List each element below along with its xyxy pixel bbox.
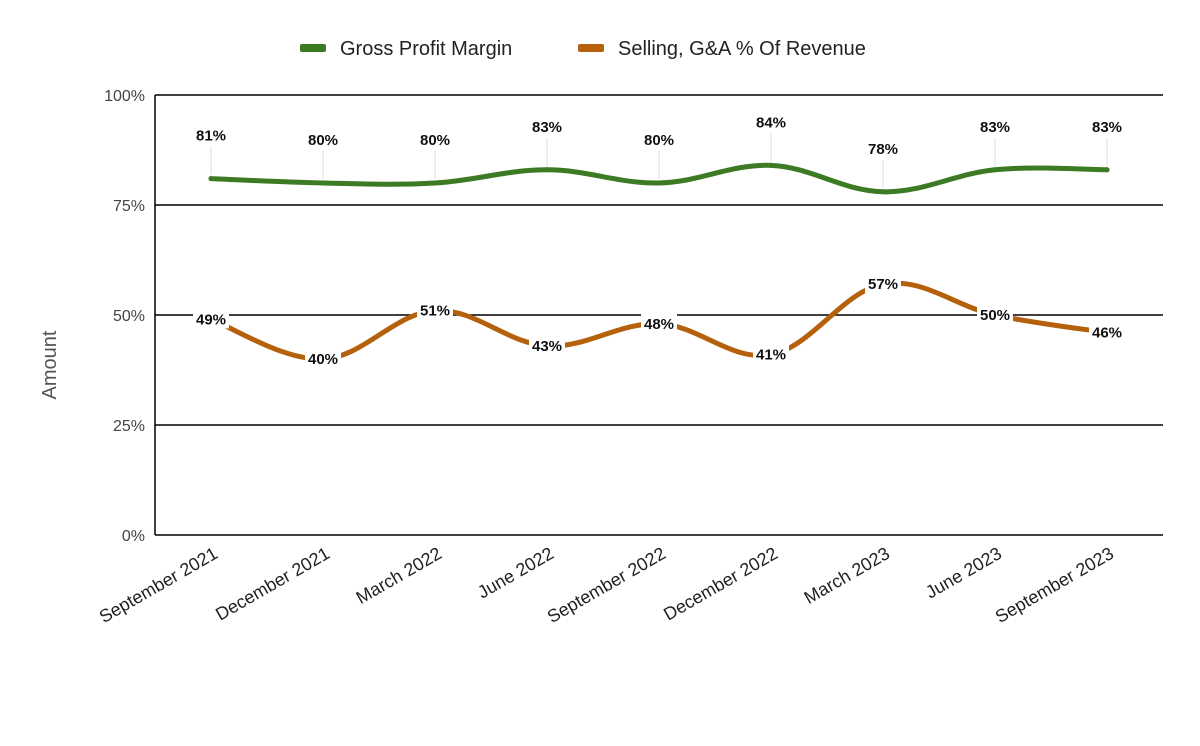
legend: Gross Profit Margin Selling, G&A % Of Rev… — [300, 38, 866, 60]
legend-swatch — [300, 44, 326, 52]
y-axis-ticks: 0% 25% 50% 75% 100% — [104, 88, 145, 545]
data-label: 40% — [308, 351, 338, 368]
data-label: 83% — [980, 119, 1010, 136]
data-point — [880, 189, 886, 195]
x-tick-label: September 2023 — [992, 543, 1117, 627]
data-label: 78% — [868, 141, 898, 158]
data-label: 46% — [1092, 325, 1122, 342]
y-axis-title: Amount — [39, 330, 61, 399]
legend-swatch — [578, 44, 604, 52]
data-labels: 81% 80% 80% 83% 80% 84% 78% 83% 83% 49% 40% 51% 43% 4… — [193, 114, 1125, 368]
data-point — [320, 180, 326, 186]
data-label: 81% — [196, 128, 226, 145]
data-label: 80% — [308, 132, 338, 149]
data-label-bg — [753, 344, 789, 364]
x-tick-label: December 2021 — [212, 543, 333, 624]
x-tick-label: September 2022 — [544, 543, 669, 627]
y-tick-label: 75% — [113, 198, 145, 215]
y-tick-label: 0% — [122, 528, 145, 545]
x-tick-label: March 2023 — [801, 543, 893, 608]
data-point — [768, 162, 774, 168]
data-label-bg — [1089, 322, 1125, 342]
data-label-leaders — [210, 133, 1108, 188]
data-label: 50% — [980, 307, 1010, 324]
legend-label: Gross Profit Margin — [340, 38, 512, 60]
data-label: 57% — [868, 276, 898, 293]
data-point — [432, 180, 438, 186]
x-tick-label: June 2023 — [922, 543, 1005, 602]
data-label: 43% — [532, 338, 562, 355]
legend-label: Selling, G&A % Of Revenue — [618, 38, 866, 60]
data-point — [208, 176, 214, 182]
data-label-bg — [305, 349, 341, 368]
data-label: 80% — [644, 132, 674, 149]
x-tick-label: September 2021 — [96, 543, 221, 627]
data-label-bg — [641, 313, 677, 333]
data-label-bg — [977, 305, 1013, 324]
data-point — [1104, 167, 1110, 173]
data-label: 48% — [644, 316, 674, 333]
data-label: 49% — [196, 311, 226, 328]
data-label: 83% — [1092, 119, 1122, 136]
data-label-bg — [529, 335, 565, 355]
data-label-bg — [417, 300, 453, 320]
data-label: 83% — [532, 119, 562, 136]
y-tick-label: 25% — [113, 418, 145, 435]
data-label: 80% — [420, 132, 450, 149]
x-tick-label: June 2022 — [474, 543, 557, 602]
data-label: 41% — [756, 347, 786, 364]
data-label: 84% — [756, 114, 786, 131]
data-label-bg — [865, 274, 901, 294]
data-point — [544, 167, 550, 173]
data-label-bg — [193, 309, 229, 329]
y-tick-label: 100% — [104, 88, 145, 105]
y-tick-label: 50% — [113, 308, 145, 325]
data-label: 51% — [420, 303, 450, 320]
data-point — [656, 180, 662, 186]
x-tick-label: March 2022 — [353, 543, 445, 608]
data-point — [992, 167, 998, 173]
x-tick-label: December 2022 — [660, 543, 781, 624]
